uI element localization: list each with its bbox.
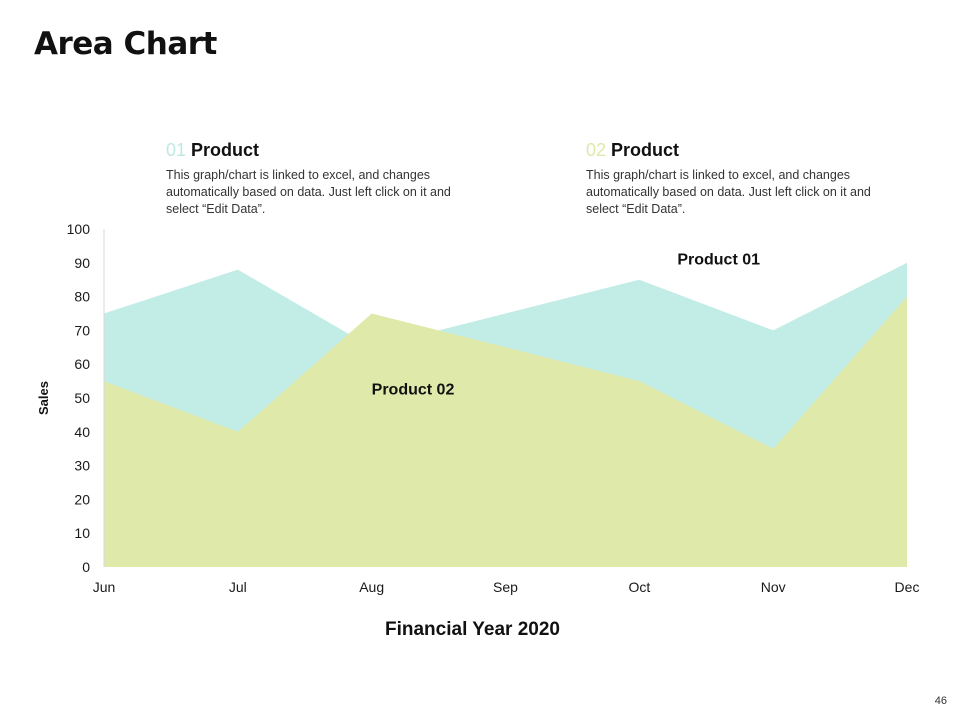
y-tick-label: 10 [74,525,90,541]
area-series-2 [104,296,907,567]
product-02-info: 02 Product This graph/chart is linked to … [586,140,906,218]
y-tick-label: 20 [74,491,90,507]
y-tick-label: 50 [74,390,90,406]
y-tick-label: 70 [74,322,90,338]
product-02-name: Product [611,140,680,160]
series-annotation-2: Product 02 [372,382,455,399]
x-tick-label: Jul [229,579,247,595]
product-01-description: This graph/chart is linked to excel, and… [166,168,451,216]
x-tick-label: Sep [493,579,518,595]
product-02-heading: 02 Product [586,140,906,161]
y-tick-label: 60 [74,356,90,372]
y-tick-label: 30 [74,458,90,474]
x-tick-label: Jun [93,579,116,595]
product-01-name: Product [191,140,260,160]
x-tick-label: Aug [359,579,384,595]
product-01-number: 01 [166,140,187,160]
x-axis-label: Financial Year 2020 [385,619,560,640]
product-01-info: 01 Product This graph/chart is linked to … [166,140,486,218]
series-annotation-1: Product 01 [677,252,760,269]
y-tick-label: 0 [82,559,90,575]
x-tick-label: Dec [895,579,920,595]
product-01-heading: 01 Product [166,140,486,161]
page-number: 46 [934,695,947,707]
y-tick-label: 90 [74,255,90,271]
page-title: Area Chart [34,26,217,62]
y-tick-label: 40 [74,424,90,440]
product-02-description: This graph/chart is linked to excel, and… [586,168,871,216]
y-tick-label: 100 [67,221,91,237]
y-axis-label: Sales [36,381,51,415]
x-tick-label: Oct [628,579,650,595]
x-tick-label: Nov [761,579,786,595]
product-02-number: 02 [586,140,607,160]
y-tick-label: 80 [74,289,90,305]
